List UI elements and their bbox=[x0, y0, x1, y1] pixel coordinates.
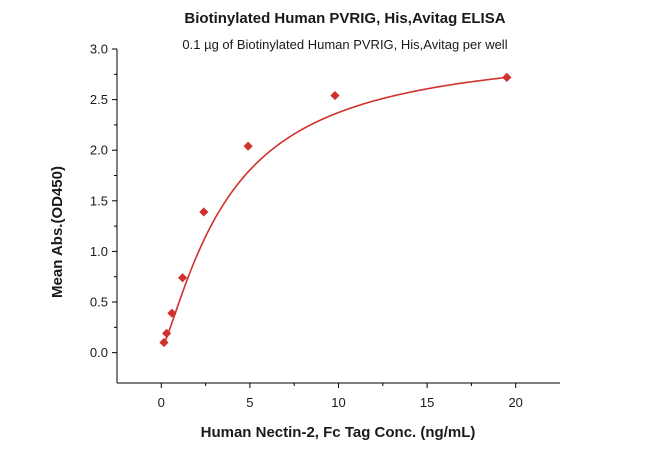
data-point bbox=[330, 90, 340, 101]
x-axis-label: Human Nectin-2, Fc Tag Conc. (ng/mL) bbox=[201, 424, 476, 441]
x-tick-label: 5 bbox=[246, 395, 253, 410]
y-tick-label: 0.5 bbox=[90, 295, 108, 310]
y-tick-label: 0.0 bbox=[90, 345, 108, 360]
chart-title: Biotinylated Human PVRIG, His,Avitag ELI… bbox=[184, 10, 505, 27]
chart-subtitle: 0.1 µg of Biotinylated Human PVRIG, His,… bbox=[182, 37, 507, 52]
data-point bbox=[162, 328, 172, 339]
axes: 0 5 10 15 20 0.0 0.5 1.0 1.5 2.0 2.5 3.0 bbox=[90, 42, 560, 410]
data-point bbox=[159, 337, 169, 348]
y-tick-label: 1.0 bbox=[90, 244, 108, 259]
y-axis-label: Mean Abs.(OD450) bbox=[49, 166, 66, 298]
data-point bbox=[177, 273, 188, 283]
data-point bbox=[167, 308, 177, 318]
data-point bbox=[243, 141, 253, 151]
y-tick-label: 2.0 bbox=[90, 143, 108, 158]
y-tick-label: 3.0 bbox=[90, 42, 108, 57]
x-tick-label: 20 bbox=[508, 395, 522, 410]
x-tick-label: 15 bbox=[420, 395, 434, 410]
fit-curve bbox=[163, 76, 507, 345]
y-tick-label: 2.5 bbox=[90, 92, 108, 107]
y-tick-label: 1.5 bbox=[90, 193, 108, 208]
x-tick-label: 0 bbox=[158, 395, 165, 410]
data-point bbox=[199, 207, 209, 217]
x-tick-label: 10 bbox=[331, 395, 345, 410]
plot-area bbox=[159, 72, 512, 348]
data-point bbox=[502, 72, 512, 82]
